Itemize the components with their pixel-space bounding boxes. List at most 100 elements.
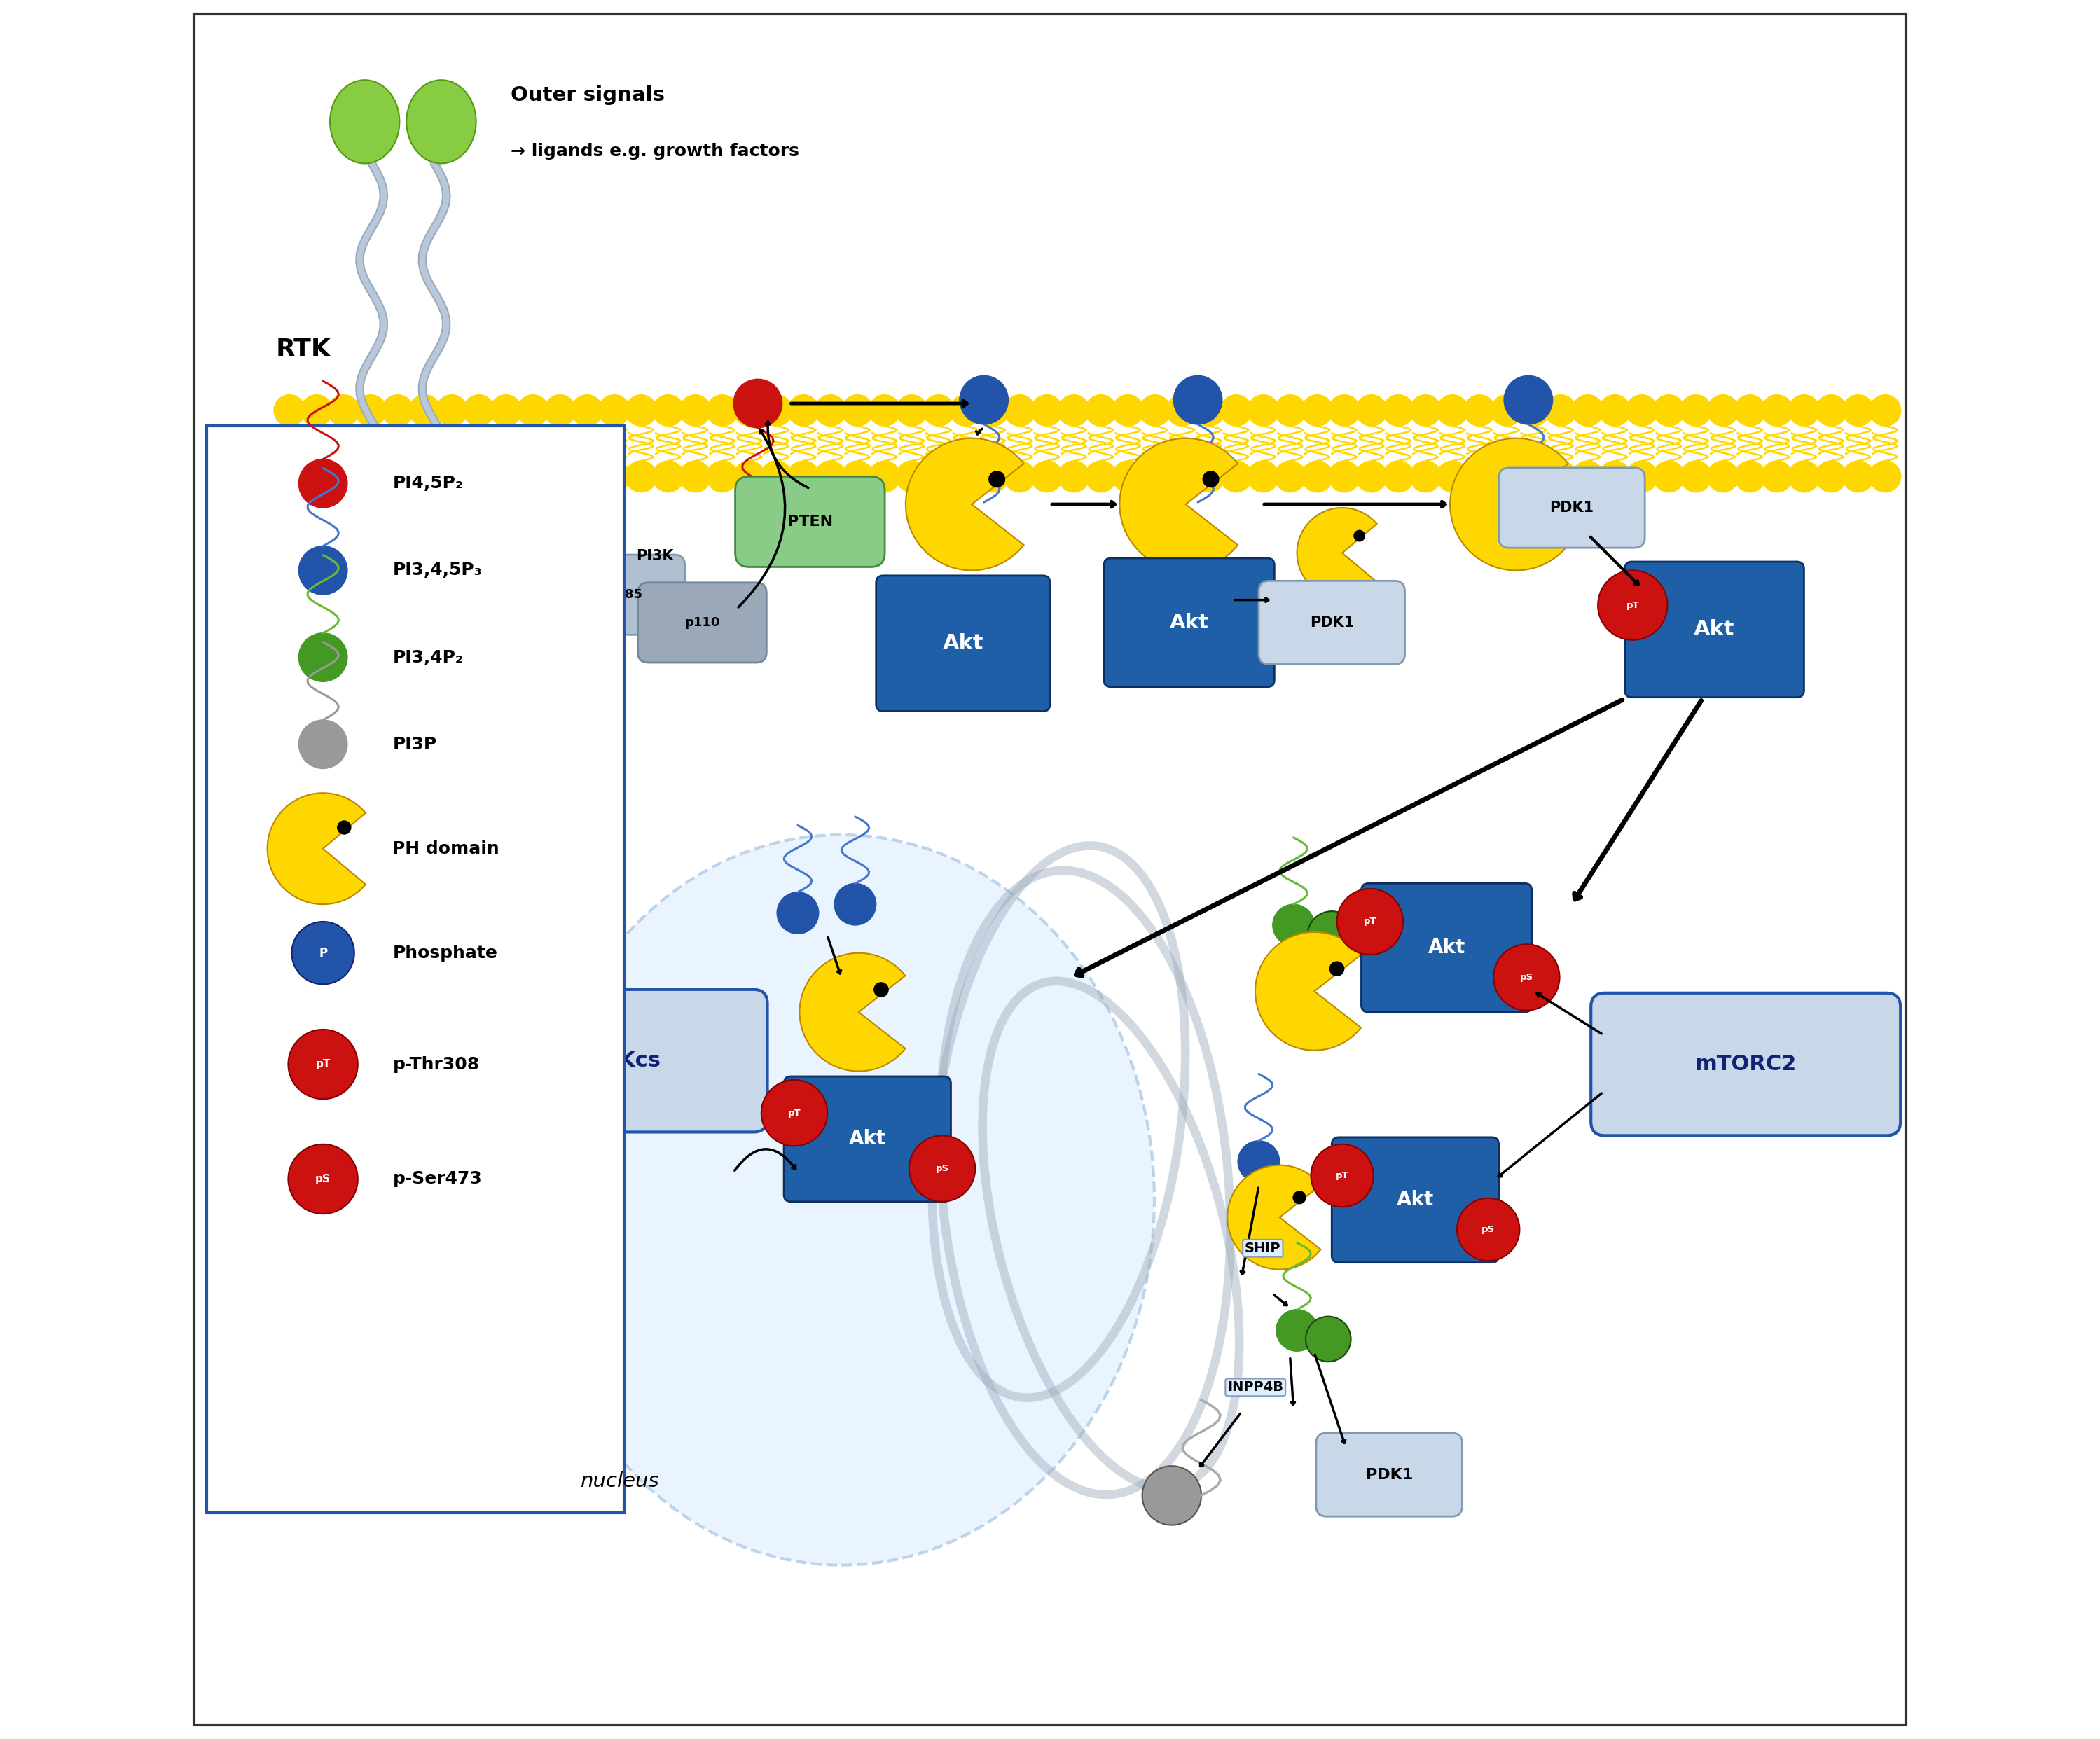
Circle shape: [977, 461, 1008, 492]
Ellipse shape: [403, 567, 464, 616]
Circle shape: [1518, 461, 1550, 492]
Text: pS: pS: [1483, 1224, 1495, 1235]
Text: PI3K: PI3K: [636, 550, 674, 563]
Circle shape: [977, 395, 1008, 426]
Circle shape: [762, 1080, 827, 1146]
Circle shape: [874, 983, 888, 996]
Circle shape: [298, 546, 346, 595]
Circle shape: [1382, 461, 1413, 492]
Text: PH domain: PH domain: [393, 840, 500, 857]
Circle shape: [1004, 395, 1035, 426]
Circle shape: [1625, 395, 1657, 426]
Wedge shape: [1256, 932, 1361, 1050]
Text: Akt: Akt: [943, 633, 983, 654]
Circle shape: [1735, 461, 1766, 492]
Circle shape: [1598, 461, 1630, 492]
Circle shape: [897, 461, 928, 492]
Circle shape: [491, 586, 538, 631]
Text: DNA-PKcs: DNA-PKcs: [542, 1050, 662, 1071]
Circle shape: [410, 395, 441, 426]
Circle shape: [410, 461, 441, 492]
Circle shape: [1058, 461, 1090, 492]
Text: PI3P: PI3P: [393, 736, 437, 753]
Ellipse shape: [372, 536, 433, 584]
Text: pS: pS: [1520, 972, 1533, 983]
Circle shape: [788, 461, 819, 492]
Circle shape: [1031, 395, 1063, 426]
Wedge shape: [905, 438, 1025, 570]
Circle shape: [273, 395, 304, 426]
Circle shape: [489, 395, 521, 426]
Circle shape: [909, 1136, 974, 1202]
Text: P: P: [319, 946, 328, 960]
Text: pT: pT: [1363, 916, 1376, 927]
Circle shape: [1203, 471, 1218, 487]
Circle shape: [842, 461, 874, 492]
Circle shape: [1436, 461, 1468, 492]
Circle shape: [544, 461, 575, 492]
Text: nucleus: nucleus: [580, 1471, 659, 1490]
Text: PI4,5P₂: PI4,5P₂: [393, 475, 464, 492]
Circle shape: [1174, 376, 1222, 424]
Wedge shape: [267, 793, 365, 904]
FancyBboxPatch shape: [1625, 562, 1804, 697]
Circle shape: [1464, 461, 1495, 492]
FancyBboxPatch shape: [1331, 1137, 1499, 1263]
Circle shape: [1004, 461, 1035, 492]
Circle shape: [382, 461, 414, 492]
Text: pS: pS: [315, 1174, 330, 1184]
FancyBboxPatch shape: [435, 989, 766, 1132]
Circle shape: [1031, 461, 1063, 492]
Circle shape: [1302, 395, 1334, 426]
Circle shape: [815, 395, 846, 426]
Circle shape: [924, 461, 953, 492]
Circle shape: [1275, 461, 1306, 492]
Text: PDK1: PDK1: [1310, 616, 1354, 630]
Circle shape: [1302, 461, 1334, 492]
Text: P: P: [510, 603, 517, 614]
Text: P: P: [477, 603, 483, 614]
Circle shape: [328, 395, 359, 426]
Circle shape: [464, 461, 493, 492]
Circle shape: [422, 562, 468, 607]
Text: INPP4B: INPP4B: [1226, 1381, 1283, 1395]
FancyBboxPatch shape: [735, 476, 884, 567]
Circle shape: [1354, 530, 1365, 541]
Circle shape: [989, 471, 1004, 487]
Circle shape: [1762, 395, 1793, 426]
Circle shape: [1220, 461, 1252, 492]
Circle shape: [1382, 395, 1413, 426]
FancyBboxPatch shape: [783, 1076, 951, 1202]
Circle shape: [338, 821, 351, 835]
Circle shape: [1789, 461, 1821, 492]
Circle shape: [571, 395, 603, 426]
Text: Akt: Akt: [1428, 937, 1466, 958]
Circle shape: [949, 395, 981, 426]
Circle shape: [1680, 461, 1712, 492]
Text: SHIP: SHIP: [1245, 1242, 1281, 1256]
Circle shape: [834, 883, 876, 925]
Circle shape: [298, 633, 346, 682]
Circle shape: [1493, 944, 1560, 1010]
Circle shape: [897, 395, 928, 426]
FancyBboxPatch shape: [1258, 581, 1405, 664]
Circle shape: [598, 461, 630, 492]
Circle shape: [1491, 461, 1522, 492]
Circle shape: [706, 395, 737, 426]
Circle shape: [1653, 461, 1684, 492]
Circle shape: [1573, 395, 1604, 426]
Text: PTEN: PTEN: [788, 515, 834, 529]
Circle shape: [1504, 376, 1552, 424]
Circle shape: [1086, 461, 1117, 492]
Circle shape: [653, 395, 685, 426]
FancyBboxPatch shape: [1592, 993, 1900, 1136]
Circle shape: [653, 461, 685, 492]
Circle shape: [1277, 1309, 1319, 1351]
Circle shape: [298, 720, 346, 769]
FancyBboxPatch shape: [1361, 883, 1531, 1012]
Circle shape: [733, 395, 764, 426]
Text: pT: pT: [1336, 1170, 1348, 1181]
Circle shape: [355, 395, 386, 426]
Circle shape: [869, 395, 901, 426]
Circle shape: [1237, 1141, 1279, 1183]
